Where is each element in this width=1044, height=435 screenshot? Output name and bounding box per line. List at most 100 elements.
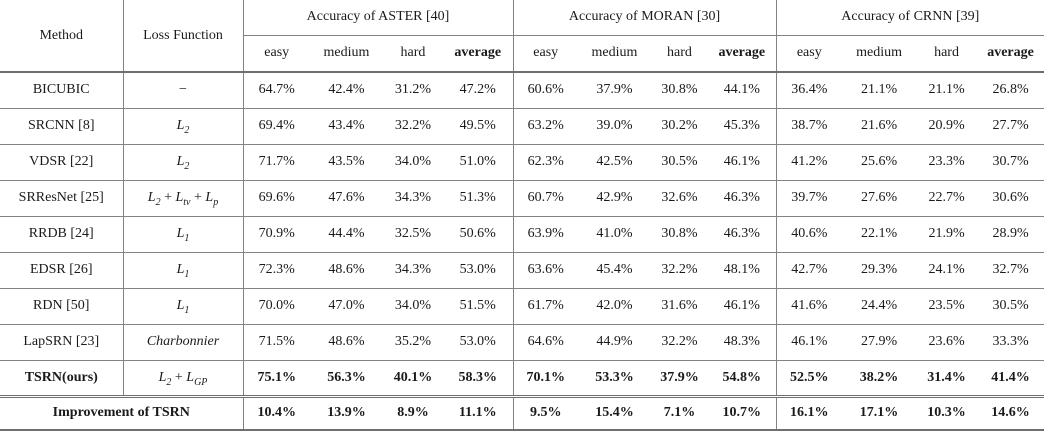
value-cell: 40.6% bbox=[776, 216, 843, 253]
value-cell: 21.9% bbox=[916, 216, 978, 253]
value-cell: 10.4% bbox=[243, 394, 310, 431]
loss-function-cell: L1 bbox=[123, 252, 244, 289]
table-footer: Improvement of TSRN 10.4% 13.9% 8.9% 11.… bbox=[0, 394, 1044, 431]
value-cell: 32.2% bbox=[383, 108, 443, 145]
subheader-hard: hard bbox=[916, 35, 978, 73]
value-cell: 48.6% bbox=[310, 324, 383, 361]
value-cell: 63.9% bbox=[513, 216, 578, 253]
value-cell: 58.3% bbox=[443, 360, 514, 397]
value-cell: 13.9% bbox=[310, 394, 383, 431]
value-cell: 30.7% bbox=[977, 144, 1044, 181]
value-cell: 45.4% bbox=[578, 252, 651, 289]
value-cell: 24.1% bbox=[916, 252, 978, 289]
table-row: TSRN(ours) L2 + LGP 75.1% 56.3% 40.1% 58.3% 70… bbox=[0, 360, 1044, 397]
value-cell: 10.3% bbox=[916, 394, 978, 431]
value-cell: 45.3% bbox=[708, 108, 777, 145]
value-cell: 52.5% bbox=[776, 360, 843, 397]
value-cell: 28.9% bbox=[977, 216, 1044, 253]
value-cell: 21.6% bbox=[842, 108, 917, 145]
method-cell: BICUBIC bbox=[0, 72, 124, 109]
table-row: RRDB [24] L1 70.9% 44.4% 32.5% 50.6% 63.9% 41.0… bbox=[0, 216, 1044, 253]
value-cell: 41.0% bbox=[578, 216, 651, 253]
value-cell: 50.6% bbox=[443, 216, 514, 253]
value-cell: 31.4% bbox=[916, 360, 978, 397]
value-cell: 43.4% bbox=[310, 108, 383, 145]
table-row: BICUBIC −64.7% 42.4% 31.2% 47.2% 60.6% 37.9% 30… bbox=[0, 72, 1044, 109]
value-cell: 22.1% bbox=[842, 216, 917, 253]
value-cell: 62.3% bbox=[513, 144, 578, 181]
subheader-medium: medium bbox=[578, 35, 651, 73]
value-cell: 48.3% bbox=[708, 324, 777, 361]
value-cell: 31.6% bbox=[651, 288, 708, 325]
value-cell: 71.7% bbox=[243, 144, 310, 181]
value-cell: 34.3% bbox=[383, 180, 443, 217]
value-cell: 39.0% bbox=[578, 108, 651, 145]
value-cell: 30.8% bbox=[651, 216, 708, 253]
value-cell: 35.2% bbox=[383, 324, 443, 361]
value-cell: 70.1% bbox=[513, 360, 578, 397]
value-cell: 32.2% bbox=[651, 252, 708, 289]
loss-function-cell: Charbonnier bbox=[123, 324, 244, 361]
value-cell: 10.7% bbox=[708, 394, 777, 431]
method-cell: LapSRN [23] bbox=[0, 324, 124, 361]
value-cell: 42.4% bbox=[310, 72, 383, 109]
table-row: RDN [50] L1 70.0% 47.0% 34.0% 51.5% 61.7% 42.0%… bbox=[0, 288, 1044, 325]
table-body: BICUBIC −64.7% 42.4% 31.2% 47.2% 60.6% 37.9% 30… bbox=[0, 72, 1044, 397]
value-cell: 51.5% bbox=[443, 288, 514, 325]
value-cell: 41.2% bbox=[776, 144, 843, 181]
value-cell: 27.9% bbox=[842, 324, 917, 361]
value-cell: 60.6% bbox=[513, 72, 578, 109]
value-cell: 30.5% bbox=[651, 144, 708, 181]
value-cell: 21.1% bbox=[842, 72, 917, 109]
value-cell: 31.2% bbox=[383, 72, 443, 109]
value-cell: 70.0% bbox=[243, 288, 310, 325]
value-cell: 44.9% bbox=[578, 324, 651, 361]
improvement-row: Improvement of TSRN 10.4% 13.9% 8.9% 11.… bbox=[0, 394, 1044, 431]
value-cell: 60.7% bbox=[513, 180, 578, 217]
subheader-medium: medium bbox=[842, 35, 917, 73]
value-cell: 54.8% bbox=[708, 360, 777, 397]
value-cell: 38.7% bbox=[776, 108, 843, 145]
value-cell: 32.6% bbox=[651, 180, 708, 217]
value-cell: 48.6% bbox=[310, 252, 383, 289]
method-cell: TSRN(ours) bbox=[0, 360, 124, 397]
value-cell: 69.6% bbox=[243, 180, 310, 217]
value-cell: 64.7% bbox=[243, 72, 310, 109]
value-cell: 32.7% bbox=[977, 252, 1044, 289]
value-cell: 63.6% bbox=[513, 252, 578, 289]
value-cell: 26.8% bbox=[977, 72, 1044, 109]
loss-function-cell: L2 + LGP bbox=[123, 360, 244, 397]
value-cell: 71.5% bbox=[243, 324, 310, 361]
value-cell: 23.5% bbox=[916, 288, 978, 325]
value-cell: 43.5% bbox=[310, 144, 383, 181]
value-cell: 56.3% bbox=[310, 360, 383, 397]
value-cell: 44.1% bbox=[708, 72, 777, 109]
value-cell: 61.7% bbox=[513, 288, 578, 325]
value-cell: 23.6% bbox=[916, 324, 978, 361]
value-cell: 46.1% bbox=[708, 144, 777, 181]
value-cell: 34.0% bbox=[383, 288, 443, 325]
value-cell: 53.0% bbox=[443, 252, 514, 289]
loss-function-cell: L2 bbox=[123, 108, 244, 145]
value-cell: 32.2% bbox=[651, 324, 708, 361]
value-cell: 39.7% bbox=[776, 180, 843, 217]
value-cell: 37.9% bbox=[651, 360, 708, 397]
value-cell: 20.9% bbox=[916, 108, 978, 145]
value-cell: 15.4% bbox=[578, 394, 651, 431]
table-row: LapSRN [23] Charbonnier 71.5% 48.6% 35.2% 53.… bbox=[0, 324, 1044, 361]
method-cell: SRResNet [25] bbox=[0, 180, 124, 217]
value-cell: 63.2% bbox=[513, 108, 578, 145]
improvement-label: Improvement of TSRN bbox=[0, 394, 244, 431]
value-cell: 40.1% bbox=[383, 360, 443, 397]
subheader-average: average bbox=[977, 35, 1044, 73]
value-cell: 47.0% bbox=[310, 288, 383, 325]
method-cell: EDSR [26] bbox=[0, 252, 124, 289]
moran-group-header: Accuracy of MORAN [30] bbox=[513, 0, 777, 36]
value-cell: 24.4% bbox=[842, 288, 917, 325]
value-cell: 36.4% bbox=[776, 72, 843, 109]
crnn-group-header: Accuracy of CRNN [39] bbox=[776, 0, 1044, 36]
value-cell: 46.3% bbox=[708, 216, 777, 253]
aster-group-header: Accuracy of ASTER [40] bbox=[243, 0, 514, 36]
value-cell: 23.3% bbox=[916, 144, 978, 181]
